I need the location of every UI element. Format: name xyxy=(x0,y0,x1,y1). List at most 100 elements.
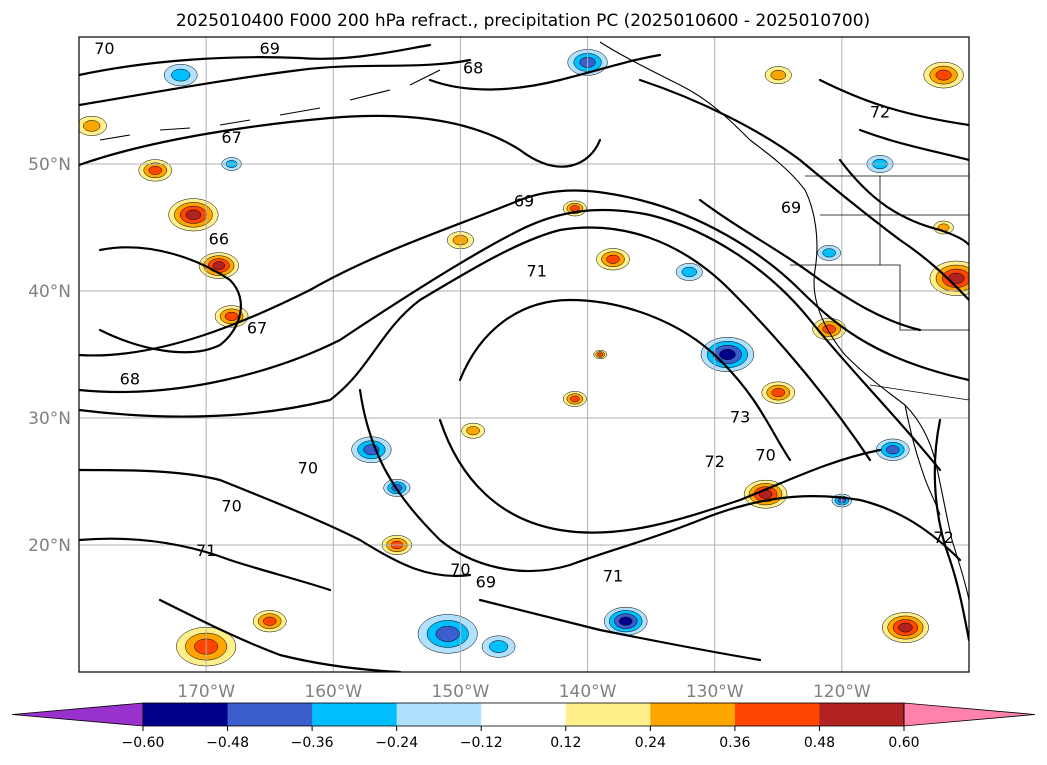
colorbar-tick-label: 0.48 xyxy=(804,735,835,751)
political-borders xyxy=(790,175,969,401)
precip-cell xyxy=(597,352,604,357)
precip-cell xyxy=(466,426,480,436)
colorbar-tick-label: −0.24 xyxy=(375,735,418,751)
precip-cell xyxy=(618,616,633,626)
precip-cell xyxy=(606,254,620,264)
contour-line xyxy=(79,114,602,168)
contour-label: 67 xyxy=(221,128,241,147)
contour-line xyxy=(358,388,962,573)
contour-line xyxy=(79,58,472,107)
colorbar-tick-label: 0.24 xyxy=(635,735,666,751)
colorbar-segment xyxy=(565,703,651,726)
colorbar-frame xyxy=(142,702,905,727)
map-frame xyxy=(78,36,970,673)
latitude-tick-label: 30°N xyxy=(28,409,71,429)
latitude-labels: 50°N 40°N 30°N 20°N xyxy=(28,155,71,556)
contour-label: 70 xyxy=(221,496,241,515)
longitude-tick-label: 170°W xyxy=(177,682,235,702)
colorbar-segment xyxy=(312,703,398,726)
longitude-labels: 170°W 160°W 150°W 140°W 130°W 120°W xyxy=(177,682,871,702)
contour-label: 70 xyxy=(755,446,775,465)
precip-cell xyxy=(771,388,786,398)
colorbar-segment xyxy=(227,703,313,726)
map-area: 70 69 68 67 72 69 69 66 71 67 68 73 70 72 70 70 71 72 70 69… xyxy=(79,37,969,672)
colorbar-tick-label: −0.60 xyxy=(122,735,165,751)
contour-labels: 70 69 68 67 72 69 69 66 71 67 68 73 70 72 70 70 71 72 70 69… xyxy=(94,39,954,591)
refractivity-contours xyxy=(79,43,969,672)
contour-label: 73 xyxy=(730,408,750,427)
contour-label: 72 xyxy=(933,528,953,547)
colorbar-tick-label: 0.12 xyxy=(550,735,581,751)
colorbar-tick-label: −0.48 xyxy=(206,735,249,751)
figure-title: 2025010400 F000 200 hPa refract., precip… xyxy=(176,11,870,31)
precip-cell xyxy=(148,165,163,175)
precip-cell xyxy=(224,311,239,321)
precip-cell xyxy=(935,69,952,81)
contour-label: 72 xyxy=(870,103,890,122)
contour-label: 71 xyxy=(603,566,623,585)
coastline-baja xyxy=(904,404,941,516)
contour-line xyxy=(79,537,332,592)
coastlines xyxy=(99,41,969,601)
colorbar-extend-min xyxy=(11,702,144,727)
contour-label: 71 xyxy=(527,261,547,280)
latitude-tick-label: 40°N xyxy=(28,282,71,302)
longitude-tick-label: 140°W xyxy=(559,682,617,702)
colorbar-segment xyxy=(734,703,820,726)
contour-line xyxy=(818,78,969,127)
colorbar-tick-label: 0.60 xyxy=(888,735,919,751)
precip-cell xyxy=(212,261,226,270)
border-line xyxy=(869,384,969,401)
latitude-tick-label: 20°N xyxy=(28,536,71,556)
colorbar-segment xyxy=(819,703,905,726)
precip-cell xyxy=(435,625,460,642)
contour-label: 69 xyxy=(514,192,534,211)
contour-line xyxy=(79,468,472,577)
contour-line xyxy=(79,208,942,472)
border-line xyxy=(790,264,969,331)
contour-label: 68 xyxy=(463,58,483,77)
precip-cell xyxy=(171,68,191,82)
contour-label: 68 xyxy=(120,369,140,388)
precip-cell xyxy=(770,69,787,81)
colorbar: −0.60 −0.48 −0.36 −0.24 −0.12 0.12 0.24 0.36 0.4… xyxy=(11,702,1036,751)
contour-label: 69 xyxy=(476,573,496,592)
colorbar-segment xyxy=(396,703,482,726)
precip-cell xyxy=(570,205,580,212)
precip-cell xyxy=(898,622,913,633)
contour-label: 70 xyxy=(94,39,114,58)
longitude-tick-label: 150°W xyxy=(432,682,490,702)
contour-line xyxy=(79,43,432,77)
contour-line xyxy=(858,128,969,162)
contour-label: 69 xyxy=(781,198,801,217)
precip-cell xyxy=(488,640,509,653)
contour-line xyxy=(438,418,882,534)
contour-line xyxy=(838,158,969,247)
colorbar-tick-label: 0.36 xyxy=(719,735,750,751)
colorbar-segment xyxy=(481,703,567,726)
contour-line xyxy=(158,598,402,672)
colorbar-extend-max xyxy=(903,702,1036,727)
contour-line xyxy=(698,198,922,332)
colorbar-segment xyxy=(143,703,229,726)
longitude-tick-label: 120°W xyxy=(813,682,871,702)
precip-cell xyxy=(83,120,101,132)
latitude-tick-label: 50°N xyxy=(28,155,71,175)
precip-cell xyxy=(822,248,836,258)
precip-cell xyxy=(262,616,277,626)
contour-line xyxy=(428,53,662,91)
coastline-north-america xyxy=(599,41,969,601)
precip-cell xyxy=(570,395,580,403)
contour-label: 71 xyxy=(196,541,216,560)
longitude-tick-label: 130°W xyxy=(686,682,744,702)
coastline-aleutians xyxy=(99,69,441,141)
contour-line xyxy=(638,78,969,302)
colorbar-tick-label: −0.12 xyxy=(460,735,503,751)
precip-cell xyxy=(719,349,736,360)
longitude-tick-label: 160°W xyxy=(304,682,362,702)
contour-label: 66 xyxy=(209,230,229,249)
contour-line xyxy=(458,298,792,462)
precip-cell xyxy=(185,209,202,220)
contour-label: 69 xyxy=(260,39,280,58)
